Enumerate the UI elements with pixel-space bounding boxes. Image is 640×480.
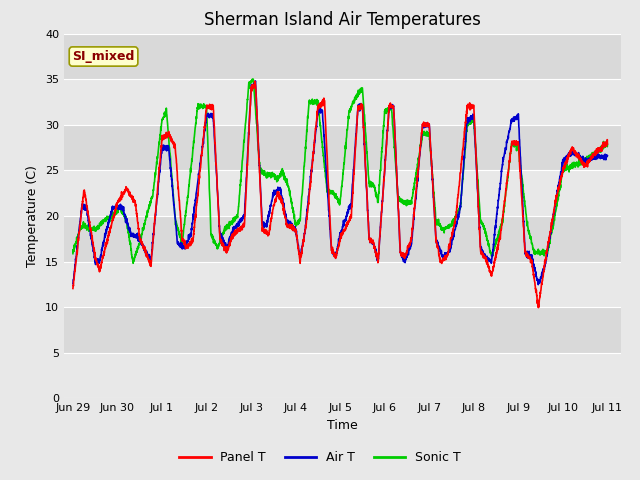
Panel T (130, 199, 138, 205)
Sonic T (249, 76, 257, 82)
Line: Sonic T: Sonic T (73, 79, 607, 264)
Air T (69, 281, 77, 287)
Air T (252, 78, 259, 84)
Sonic T (536, 248, 543, 254)
Legend: Panel T, Air T, Sonic T: Panel T, Air T, Sonic T (174, 446, 466, 469)
Line: Panel T: Panel T (73, 81, 607, 308)
Panel T (162, 132, 170, 138)
Panel T (534, 305, 542, 311)
Sonic T (275, 176, 282, 182)
Air T (274, 188, 282, 193)
Sonic T (129, 261, 137, 266)
Panel T (604, 141, 611, 147)
Bar (64, 307, 621, 353)
Panel T (593, 148, 601, 154)
Panel T (536, 295, 543, 301)
Bar (64, 216, 621, 262)
Sonic T (298, 198, 305, 204)
Bar (64, 125, 621, 170)
Sonic T (604, 142, 611, 147)
Panel T (274, 191, 282, 196)
Sonic T (162, 110, 170, 116)
Bar (64, 34, 621, 79)
Air T (536, 280, 543, 286)
Air T (162, 146, 170, 152)
Y-axis label: Temperature (C): Temperature (C) (26, 165, 40, 267)
Air T (298, 249, 305, 255)
Panel T (251, 78, 259, 84)
Air T (593, 152, 601, 157)
Panel T (298, 253, 305, 259)
Air T (604, 153, 611, 159)
Air T (534, 282, 542, 288)
X-axis label: Time: Time (327, 419, 358, 432)
Title: Sherman Island Air Temperatures: Sherman Island Air Temperatures (204, 11, 481, 29)
Line: Air T: Air T (73, 81, 607, 285)
Sonic T (130, 255, 138, 261)
Text: SI_mixed: SI_mixed (72, 50, 135, 63)
Sonic T (69, 251, 77, 256)
Air T (130, 231, 138, 237)
Sonic T (593, 150, 601, 156)
Panel T (69, 286, 77, 291)
